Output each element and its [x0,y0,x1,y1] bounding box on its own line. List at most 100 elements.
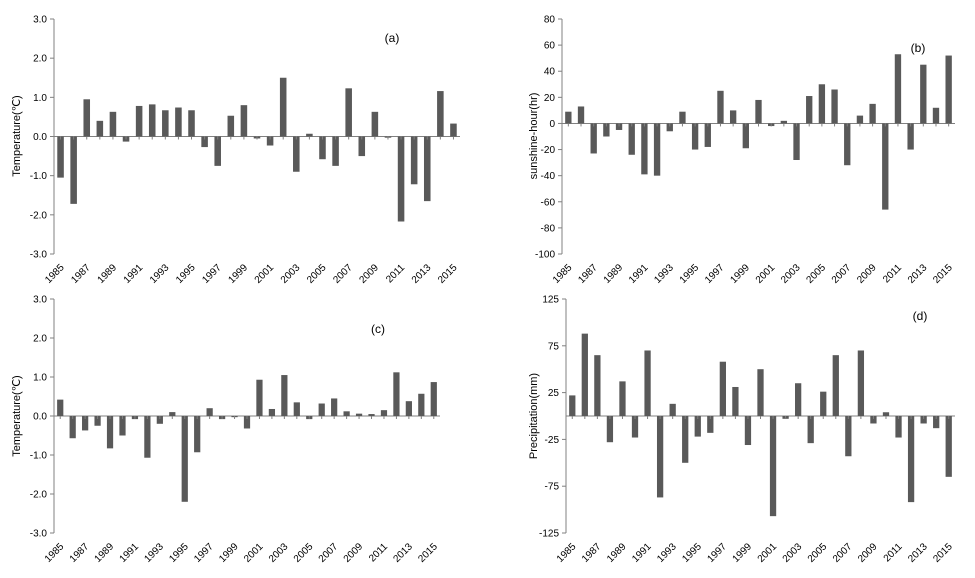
bar-1990 [628,123,635,155]
bar-1988 [94,416,101,426]
bar-2000 [757,369,764,416]
y-tick-label: 25 [548,388,560,399]
bar-1986 [581,333,588,416]
bar-2009 [870,416,877,424]
bar-1992 [148,104,156,137]
bar-2002 [780,120,788,124]
bar-1997 [214,136,221,166]
bar-1991 [135,105,143,137]
x-tick-label: 1991 [627,262,651,286]
bar-2004 [806,96,813,124]
x-tick-label: 2015 [931,262,955,286]
x-tick-label: 2003 [267,541,291,565]
y-tick-label: 1.0 [33,93,47,104]
bar-1987 [82,416,89,431]
bar-1988 [96,120,104,137]
x-tick-label: 2001 [754,262,778,286]
bar-2013 [920,64,927,124]
y-tick-label: 1.0 [33,373,47,384]
bar-2005 [820,391,827,416]
y-axis-title: Temperature(℃) [11,375,23,456]
x-tick-label: 2015 [436,262,460,286]
x-tick-label: 2009 [855,262,879,286]
bar-1991 [641,123,648,175]
x-tick-label: 2009 [856,541,880,565]
y-tick-label: -60 [541,197,556,208]
bar-1993 [162,110,169,137]
bar-2008 [343,411,350,416]
bar-2000 [755,99,762,124]
y-tick-label: 0.0 [33,132,47,143]
bar-1986 [577,106,585,124]
bar-1989 [109,111,117,137]
x-tick-label: 2011 [881,262,904,285]
bar-2006 [332,136,339,166]
panel-label: (d) [913,309,928,323]
bar-1995 [181,416,188,502]
x-tick-label: 2001 [242,541,266,565]
y-tick-label: -100 [535,250,555,261]
x-tick-label: 1995 [174,262,198,286]
y-axis-title: Temperature(℃) [11,95,23,176]
bar-1993 [156,416,163,424]
bar-2002 [268,408,276,416]
bar-1987 [594,355,601,416]
x-tick-label: 1987 [68,541,92,565]
bar-2006 [832,355,839,416]
bar-2003 [795,383,802,416]
bar-1986 [69,416,76,439]
bar-1996 [194,416,201,453]
x-tick-label: 2005 [305,262,329,286]
bar-2011 [895,416,902,438]
x-tick-label: 1993 [148,262,172,286]
bar-2004 [293,402,300,416]
bar-1988 [606,416,614,443]
y-tick-label: -1.0 [30,171,48,182]
y-tick-label: -25 [545,435,560,446]
bar-1987 [590,123,597,154]
bar-2014 [932,107,940,124]
y-tick-label: -125 [539,529,559,540]
y-tick-label: 0.0 [33,412,47,423]
y-tick-label: -3.0 [30,529,48,540]
bar-1996 [201,136,208,148]
bar-1997 [719,361,726,416]
x-tick-label: 1985 [43,262,67,286]
bar-2015 [430,382,437,416]
bar-1990 [631,416,639,438]
x-tick-label: 1995 [678,262,702,286]
x-tick-label: 2001 [253,262,277,286]
bar-2005 [818,84,826,124]
bar-2014 [418,393,425,416]
bar-1990 [119,416,126,436]
bar-2003 [793,123,800,160]
bar-1994 [682,416,689,463]
bar-1996 [707,416,714,433]
y-tick-label: 20 [544,93,556,104]
bar-2006 [831,89,838,124]
x-tick-label: 2001 [756,541,780,565]
y-tick-label: 75 [548,341,560,352]
x-tick-label: 2013 [906,541,930,565]
x-tick-label: 2005 [804,262,828,286]
y-tick-label: -2.0 [30,490,48,501]
x-tick-label: 1999 [227,262,251,286]
x-tick-label: 2013 [410,262,434,286]
bar-2013 [423,136,431,202]
x-tick-label: 1989 [605,541,629,565]
bar-2010 [368,414,375,416]
panel-label: (c) [371,322,385,336]
bar-2001 [769,416,777,517]
bar-2008 [358,136,366,157]
x-tick-label: 2009 [342,541,366,565]
bar-2015 [945,55,952,124]
bar-1995 [188,110,195,137]
bar-1999 [742,123,749,149]
panel-label: (b) [911,41,926,55]
bar-1993 [666,123,673,132]
bar-2003 [293,136,300,172]
x-tick-label: 2003 [779,262,803,286]
